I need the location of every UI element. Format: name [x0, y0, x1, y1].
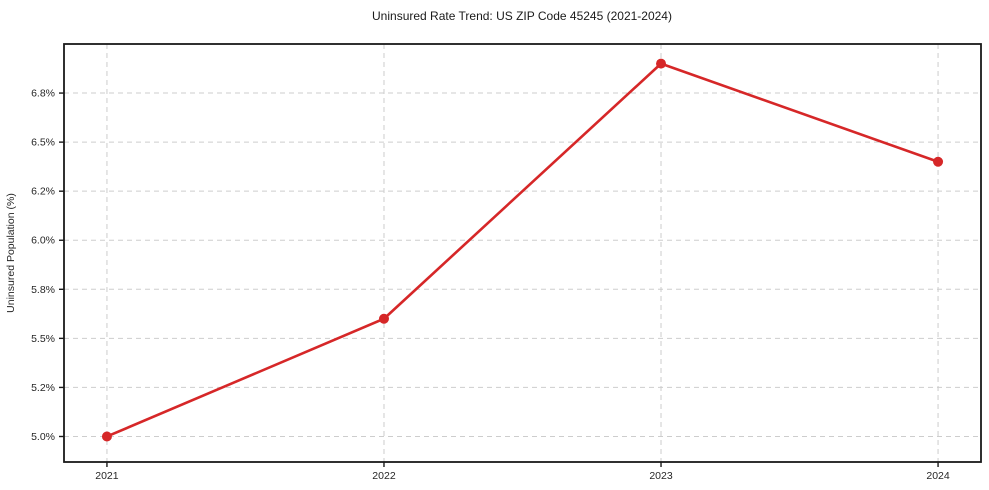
y-tick-label: 6.8% — [31, 88, 55, 100]
y-tick-label: 5.5% — [31, 333, 55, 345]
data-point-2022 — [378, 313, 389, 324]
chart-title: Uninsured Rate Trend: US ZIP Code 45245 … — [372, 9, 672, 23]
label-layer: Uninsured Rate Trend: US ZIP Code 45245 … — [5, 9, 672, 313]
tick-layer: 5.0% 5.2% 5.5% 5.8% 6.0% 6.2% 6.5% 6.8% 2021 2022… — [31, 88, 950, 482]
trend-line — [105, 62, 940, 438]
grid-layer — [64, 44, 981, 462]
data-point-2023 — [656, 58, 667, 69]
y-tick-label: 6.5% — [31, 137, 55, 149]
y-tick-label: 6.2% — [31, 186, 55, 198]
data-point-2021 — [101, 431, 112, 442]
y-axis-label: Uninsured Population (%) — [5, 193, 17, 313]
series-layer — [101, 58, 944, 442]
x-tick-label: 2021 — [95, 470, 119, 482]
x-tick-label: 2022 — [372, 470, 396, 482]
y-tick-label: 6.0% — [31, 235, 55, 247]
y-tick-label: 5.2% — [31, 382, 55, 394]
y-tick-label: 5.8% — [31, 284, 55, 296]
x-tick-label: 2023 — [649, 470, 673, 482]
data-point-2024 — [933, 156, 944, 167]
x-tick-label: 2024 — [926, 470, 950, 482]
plot-border — [63, 43, 982, 463]
y-tick-label: 5.0% — [31, 431, 55, 443]
